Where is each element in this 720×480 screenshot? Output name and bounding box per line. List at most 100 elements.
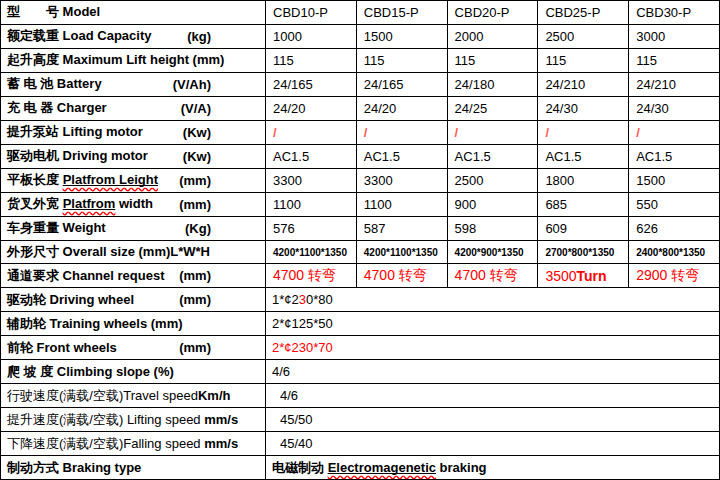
- value-cell: /: [265, 121, 356, 144]
- cell-value: 3300: [273, 173, 302, 188]
- row-label-training-wheels: 辅助轮 Training wheels (mm): [1, 312, 265, 335]
- misspelled-word: Platfrom: [63, 196, 116, 211]
- value-cell: AC1.5: [265, 145, 356, 168]
- value-cell: 4700 转弯: [265, 264, 356, 287]
- value-cell: AC1.5: [628, 145, 719, 168]
- row-label-lift-height: 起升高度 Maximum Lift height (mm): [1, 49, 265, 72]
- cell-value: 1000: [273, 29, 302, 44]
- row-label-text: 外形尺寸 Overall size (mm)L*W*H: [7, 244, 210, 259]
- value-cell: 1800: [537, 169, 628, 192]
- value-cell: 115: [265, 49, 356, 72]
- model-name: CBD30-P: [636, 5, 691, 20]
- spec-row-battery: 蓄 电 池 Battery(V/Ah) 24/165 24/165 24/180…: [1, 72, 719, 96]
- row-label-text: 制动方式 Braking type: [7, 460, 141, 475]
- row-label-braking-type: 制动方式 Braking type: [1, 456, 265, 479]
- misspelled-word-text: Platfrom: [63, 196, 116, 211]
- cell-value: 4700 转弯: [455, 267, 518, 285]
- spec-row-driving-wheel: 驱动轮 Driving wheel(mm) 1*¢230*80: [1, 287, 719, 311]
- value-cell: 24/210: [628, 73, 719, 96]
- row-unit: (mm): [179, 292, 211, 307]
- value-cell: 24/165: [265, 73, 356, 96]
- row-label-text: 行驶速度(满载/空载)Travel speed: [7, 388, 198, 403]
- row-label-unit-inline: mm/s: [204, 412, 238, 427]
- row-label-text: 辅助轮 Training wheels (mm): [7, 316, 183, 331]
- misspelled-word-text: Electromagenetic: [328, 460, 436, 475]
- model-name: CBD25-P: [545, 5, 600, 20]
- row-label-text: 蓄 电 池 Battery: [7, 76, 102, 91]
- row-label-overall-size: 外形尺寸 Overall size (mm)L*W*H: [1, 241, 265, 264]
- value-cell: 24/30: [628, 97, 719, 120]
- row-label-text: 驱动电机 Driving motor: [7, 148, 148, 163]
- value-cell: 45/40: [265, 432, 719, 455]
- value-cell: 4200*900*1350: [447, 241, 538, 264]
- row-label-text: 爬 坡 度 Climbing slope (%): [7, 364, 174, 379]
- cell-value: /: [273, 125, 277, 140]
- model-name: CBD20-P: [455, 5, 510, 20]
- row-unit: (mm): [179, 197, 211, 212]
- row-label-lifting-speed: 提升速度(满载/空载) Lifting speed mm/s: [1, 408, 265, 431]
- spec-row-training-wheels: 辅助轮 Training wheels (mm) 2*¢125*50: [1, 311, 719, 335]
- value-cell: 1100: [356, 193, 447, 216]
- value-cell: 1500: [628, 169, 719, 192]
- value-cell: 4/6: [265, 384, 719, 407]
- cell-value: 24/20: [364, 101, 397, 116]
- row-label-text: 货叉外宽: [7, 196, 63, 211]
- cell-value: 4200*1100*1350: [364, 247, 438, 258]
- cell-value: 685: [545, 197, 567, 212]
- cell-value: 24/165: [273, 77, 313, 92]
- cell-value: /: [455, 125, 459, 140]
- spec-row-lift-height: 起升高度 Maximum Lift height (mm) 115 115 11…: [1, 48, 719, 72]
- model-col-header: CBD25-P: [537, 1, 628, 24]
- row-unit: (V/A): [181, 101, 211, 116]
- spec-row-platform-width: 货叉外宽 Platfrom width(mm) 1100 1100 900 68…: [1, 192, 719, 216]
- value-cell: 4200*1100*1350: [265, 241, 356, 264]
- spec-row-charger: 充 电 器 Charger(V/A) 24/20 24/20 24/25 24/…: [1, 96, 719, 120]
- value-cell: 609: [537, 217, 628, 240]
- cell-value: 609: [545, 221, 567, 236]
- spec-row-channel-request: 通道要求 Channel request(mm) 4700 转弯 4700 转弯…: [1, 263, 719, 287]
- value-cell: 1*¢230*80: [265, 288, 719, 311]
- value-cell: 24/20: [356, 97, 447, 120]
- value-cell: 1100: [265, 193, 356, 216]
- spec-row-load-capacity: 额定载重 Load Capacity(kg) 1000 1500 2000 25…: [1, 24, 719, 48]
- row-label-text: 额定载重 Load Capacity: [7, 28, 151, 43]
- spec-row-front-wheels: 前轮 Front wheels(mm) 2*¢230*70: [1, 335, 719, 359]
- spec-row-weight: 车身重量 Weight(Kg) 576 587 598 609 626: [1, 216, 719, 240]
- cell-value: 2700*800*1350: [545, 247, 614, 258]
- value-cell: 115: [447, 49, 538, 72]
- value-cell: 1500: [356, 25, 447, 48]
- row-unit: (Kw): [183, 125, 211, 140]
- value-cell: /: [356, 121, 447, 144]
- model-col-header: CBD10-P: [265, 1, 356, 24]
- spec-row-falling-speed: 下降速度(满载/空载)Falling speed mm/s 45/40: [1, 431, 719, 455]
- cell-value: AC1.5: [273, 149, 309, 164]
- cell-value: 598: [455, 221, 477, 236]
- value-cell: AC1.5: [447, 145, 538, 168]
- row-label-text: 前轮 Front wheels: [7, 340, 117, 355]
- cell-value: 4700 转弯: [364, 267, 427, 285]
- cell-value: 4200*1100*1350: [273, 247, 347, 258]
- cell-value: 电磁制动: [272, 459, 328, 477]
- cell-value: 1800: [545, 173, 574, 188]
- row-label-text: 车身重量 Weight: [7, 220, 106, 235]
- cell-value: 115: [364, 53, 385, 68]
- cell-value: 587: [364, 221, 386, 236]
- value-cell: 2000: [447, 25, 538, 48]
- value-cell: 4700 转弯: [356, 264, 447, 287]
- value-cell: 24/210: [537, 73, 628, 96]
- value-cell: 685: [537, 193, 628, 216]
- spec-row-model: 型 号 Model CBD10-P CBD15-P CBD20-P CBD25-…: [1, 1, 719, 24]
- value-cell: 1000: [265, 25, 356, 48]
- cell-value: AC1.5: [455, 149, 491, 164]
- spec-row-overall-size: 外形尺寸 Overall size (mm)L*W*H 4200*1100*13…: [1, 240, 719, 264]
- value-cell: AC1.5: [356, 145, 447, 168]
- value-cell: 45/50: [265, 408, 719, 431]
- row-label-text: 下降速度(满载/空载)Falling speed: [7, 436, 204, 451]
- value-cell: 115: [356, 49, 447, 72]
- row-unit: (Kw): [183, 149, 211, 164]
- row-unit: Km/h: [198, 388, 231, 403]
- value-cell: 2*¢125*50: [265, 312, 719, 335]
- cell-value: 900: [455, 197, 477, 212]
- row-label-driving-motor: 驱动电机 Driving motor (Kw): [1, 145, 265, 168]
- row-label-platform-width: 货叉外宽 Platfrom width(mm): [1, 193, 265, 216]
